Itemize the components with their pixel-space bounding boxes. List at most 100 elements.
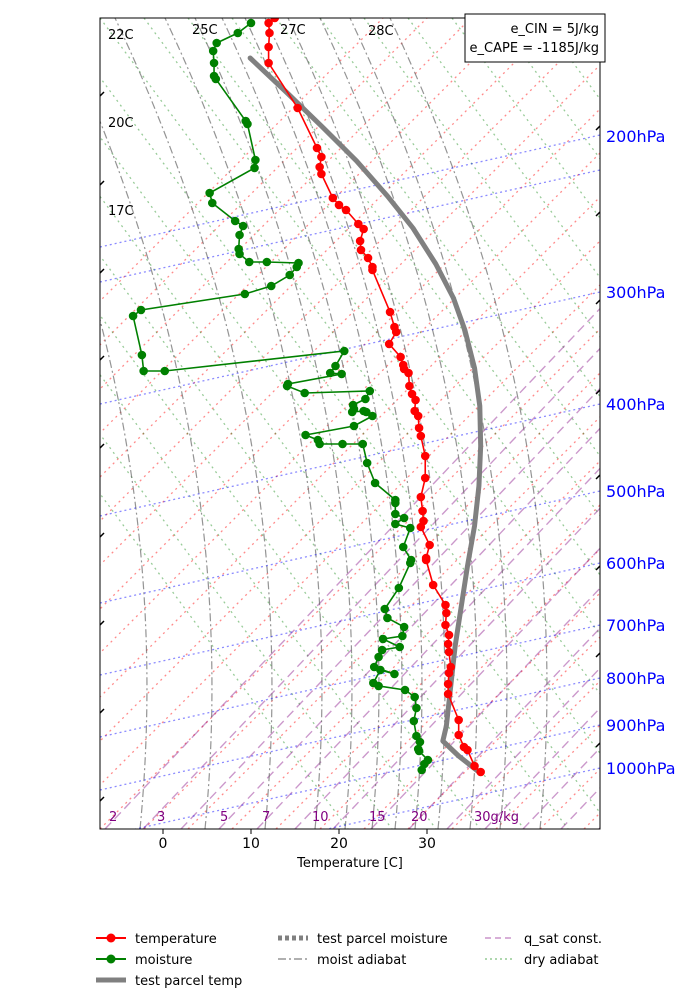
legend-parcel-moisture-label: test parcel moisture: [317, 932, 448, 947]
pressure-label: 500hPa: [606, 482, 665, 501]
right-tick: [595, 211, 601, 217]
pressure-label: 300hPa: [606, 283, 665, 302]
theta-labels: 22C 20C 17C 25C 27C 28C: [108, 23, 394, 219]
temperature-point: [404, 368, 413, 378]
moisture-point: [378, 634, 388, 644]
pressure-label: 900hPa: [606, 716, 665, 735]
dry-adiabat-line: [100, 433, 393, 829]
x-axis: 0 10 20 30: [159, 829, 436, 852]
moisture-point: [347, 407, 357, 417]
isobar-line: [132, 724, 600, 829]
moisture-point: [285, 270, 295, 280]
isobar-line: [100, 677, 600, 791]
isotherm-line: [100, 18, 560, 478]
pressure-label: 700hPa: [606, 616, 665, 635]
qsat-label: 30g/kg: [474, 810, 519, 825]
temperature-point: [312, 143, 322, 153]
temperature-point: [443, 689, 453, 699]
moisture-point: [315, 439, 324, 449]
isobar-line: [100, 291, 600, 405]
legend-moisture-marker: [106, 954, 116, 964]
isotherm-line: [100, 20, 600, 522]
dry-adiabat-line: [319, 18, 600, 398]
moisture-point: [128, 311, 138, 321]
qsat-label: 2: [109, 810, 117, 825]
temperature-point: [443, 679, 453, 689]
temperature-point: [411, 395, 420, 405]
temperature-point: [420, 451, 430, 461]
moisture-point: [370, 478, 380, 488]
temperature-point: [454, 715, 463, 725]
moisture-point: [325, 368, 335, 378]
right-tick: [595, 565, 601, 571]
moist-adiabat-line: [221, 18, 380, 829]
qsat-label: 3: [157, 810, 165, 825]
isotherm-line: [100, 18, 384, 302]
isotherm-line: [495, 724, 600, 829]
moisture-point: [301, 430, 310, 440]
qsat-line: [370, 587, 600, 829]
cape-text: e_CAPE = -1185J/kg: [470, 41, 599, 56]
moisture-point: [339, 346, 349, 356]
temperature-point: [315, 162, 324, 172]
parcel-temp-line: [247, 55, 484, 775]
qsat-line: [142, 347, 600, 829]
pressure-label: 600hPa: [606, 554, 665, 573]
temperature-point: [384, 339, 394, 349]
moisture-point: [361, 407, 371, 417]
moisture-point: [136, 305, 146, 315]
legend-temperature-marker: [106, 933, 116, 943]
temperature-point: [463, 745, 472, 755]
moisture-point: [235, 249, 244, 259]
moisture-point: [377, 645, 387, 655]
side-tick-marks: [99, 91, 601, 802]
moisture-point: [362, 458, 372, 468]
temperature-point: [293, 103, 302, 113]
theta-label: 22C: [108, 28, 134, 43]
plot-frame: [99, 17, 601, 830]
temperature-point: [413, 411, 423, 421]
temperature-point: [418, 506, 427, 516]
temperature-point: [420, 473, 430, 483]
moisture-point: [244, 257, 254, 267]
dry-adiabat-line: [187, 18, 600, 576]
isobar-line: [100, 169, 600, 283]
isotherm-line: [100, 18, 516, 434]
moisture-point: [376, 665, 385, 675]
temperature-point: [428, 580, 438, 590]
left-tick: [99, 268, 105, 274]
moisture-point: [238, 221, 248, 231]
temperature-point: [454, 730, 463, 740]
moisture-point: [399, 513, 409, 523]
temperature-point: [264, 18, 273, 28]
moisture-point: [410, 692, 419, 702]
temperature-point: [443, 639, 453, 649]
dry-adiabat-line: [495, 18, 600, 160]
moisture-point: [207, 198, 217, 208]
temperature-point: [264, 42, 273, 52]
dry-adiabat-line: [100, 18, 600, 695]
temperature-point: [416, 522, 426, 532]
cin-text: e_CIN = 5J/kg: [510, 22, 599, 37]
dry-adiabat-line: [275, 18, 600, 458]
moisture-point: [417, 765, 427, 775]
theta-label: 27C: [280, 23, 306, 38]
left-tick: [99, 796, 105, 802]
dry-adiabat-line: [407, 18, 600, 279]
left-tick: [99, 443, 105, 449]
moist-adiabat-line: [100, 119, 213, 829]
theta-label: 20C: [108, 116, 134, 131]
dry-adiabat-line: [100, 492, 349, 829]
qsat-line: [408, 627, 600, 829]
moisture-point: [414, 746, 424, 756]
dry-adiabat-line: [363, 18, 600, 339]
moisture-point: [240, 289, 250, 299]
moisture-point: [251, 155, 260, 165]
legend-qsat-label: q_sat const.: [524, 932, 602, 947]
qsat-line: [598, 826, 600, 829]
moisture-point: [398, 542, 408, 552]
qsat-line: [332, 547, 600, 829]
temperature-point: [444, 647, 454, 657]
theta-label: 28C: [368, 24, 394, 39]
dry-adiabat-line: [100, 254, 525, 829]
